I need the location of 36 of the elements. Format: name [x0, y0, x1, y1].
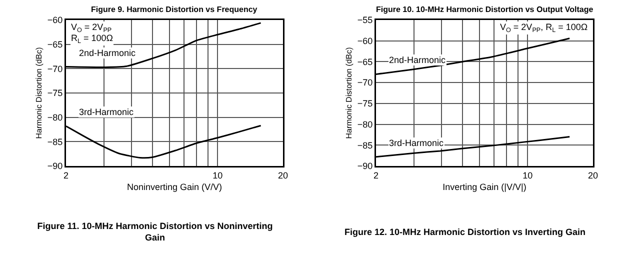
y-tick-label: −75: [357, 98, 373, 109]
annotation: R$_{L}$ = 100Ω: [71, 33, 114, 45]
y-tick-label: −80: [357, 119, 373, 130]
series-label: 2nd-Harmonic: [79, 48, 136, 58]
y-tick-label: −60: [357, 36, 373, 46]
annotation: V$_{O}$ = 2V$_{PP}$: [71, 22, 112, 34]
y-tick-label: −85: [47, 136, 63, 147]
y-tick-label: −70: [357, 78, 373, 88]
text: Figure 11. 10-MHz Harmonic Distortion vs Noninverting Gain: [37, 220, 273, 243]
caption: Figure 9. Harmonic Distortion vs Frequency: [91, 5, 258, 14]
x-tick-label: 2: [63, 170, 69, 180]
annotation: V$_{O}$ = 2V$_{PP}$, R$_{L}$ = 100Ω: [500, 22, 588, 34]
caption: Figure 10. 10-MHz Harmonic Distortion vs Output Voltage: [376, 5, 594, 14]
y-axis-title: Harmonic Distortion (dBc): [34, 46, 44, 139]
y-tick-label: −55: [357, 15, 373, 26]
y-tick-label: −65: [47, 39, 63, 50]
y-tick-label: −90: [357, 161, 373, 172]
x-axis-title: Inverting Gain (|V/V|): [442, 182, 526, 192]
y-tick-label: −85: [357, 140, 373, 150]
x-tick-label: 20: [278, 170, 288, 180]
x-tick-label: 10: [522, 170, 533, 180]
y-tick-label: −60: [47, 15, 63, 26]
x-tick-label: 20: [588, 170, 598, 180]
series-label: 3rd-Harmonic: [79, 107, 134, 117]
y-tick-label: −70: [47, 64, 63, 74]
x-axis-title: Noninverting Gain (V/V): [126, 182, 222, 192]
series-label: 3rd-Harmonic: [389, 138, 444, 148]
x-tick-label: 2: [373, 170, 379, 180]
y-axis-title: Harmonic Distortion (dBc): [344, 46, 354, 139]
y-tick-label: −65: [357, 56, 373, 67]
y-tick-label: −75: [47, 88, 63, 98]
y-tick-label: −90: [47, 161, 63, 172]
y-tick-label: −80: [47, 112, 63, 122]
x-tick-label: 10: [212, 170, 223, 180]
text: Figure 12. 10-MHz Harmonic Distortion vs Inverting Gain: [344, 227, 586, 238]
series-label: 2nd-Harmonic: [389, 55, 446, 65]
